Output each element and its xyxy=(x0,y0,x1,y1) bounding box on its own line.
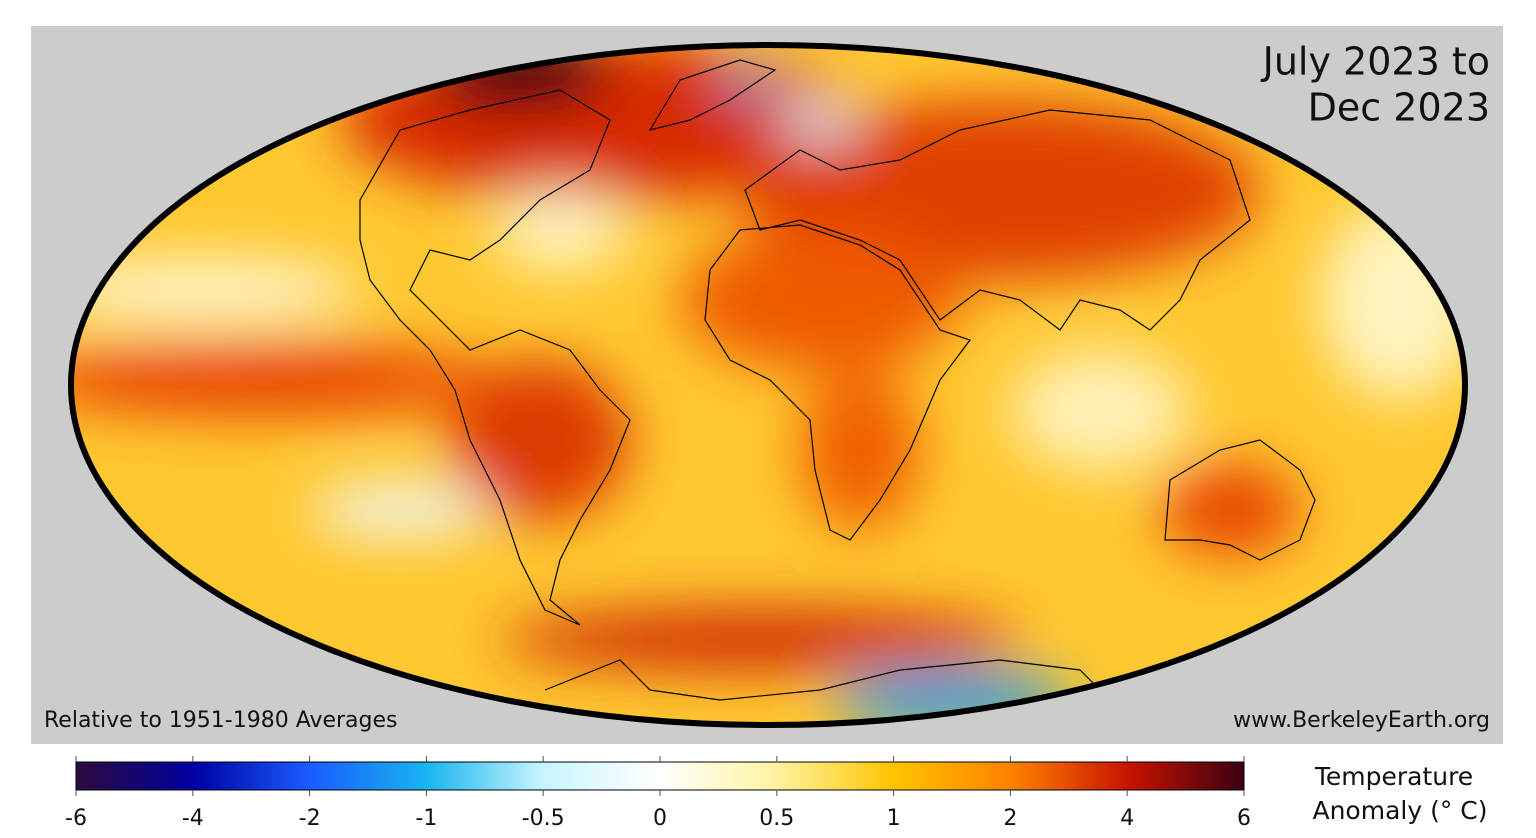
coastlines xyxy=(359,59,1316,701)
colorbar-tick-label: -0.5 xyxy=(522,806,565,831)
globe-outline xyxy=(68,42,1468,728)
colorbar-tick-label: -2 xyxy=(299,806,321,831)
baseline-note: Relative to 1951-1980 Averages xyxy=(44,708,398,733)
colorbar-tick-label: 2 xyxy=(1003,806,1017,831)
colorbar-tick-label: 6 xyxy=(1237,806,1251,831)
colorbar-tick-label: 4 xyxy=(1120,806,1134,831)
map-title: July 2023 to xyxy=(1261,40,1490,84)
colorbar-tick-label: -1 xyxy=(415,806,437,831)
colorbar-tick-label: 1 xyxy=(887,806,901,831)
map-title: Dec 2023 xyxy=(1308,86,1490,130)
source: www.BerkeleyEarth.org xyxy=(1233,708,1490,733)
colorbar-tick-label: -4 xyxy=(182,806,204,831)
colorbar-tick-label: 0.5 xyxy=(759,806,794,831)
colorbar xyxy=(75,761,1245,791)
colorbar-label: Temperature xyxy=(1314,762,1473,791)
map xyxy=(71,45,1465,725)
colorbar-tick-label: -6 xyxy=(65,806,87,831)
colorbar-label: Anomaly (° C) xyxy=(1312,796,1487,825)
colorbar-tick-label: 0 xyxy=(653,806,667,831)
